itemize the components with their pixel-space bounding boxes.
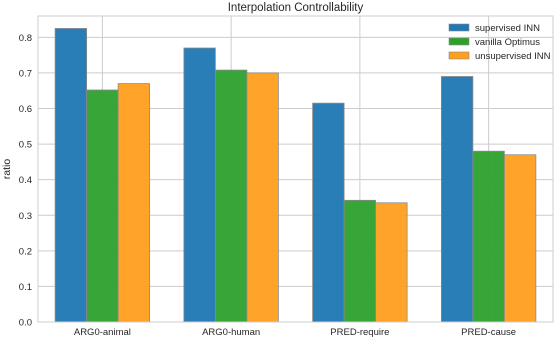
legend-label: vanilla Optimus xyxy=(475,37,540,48)
legend-label: unsupervised INN xyxy=(475,51,551,62)
bar xyxy=(86,89,119,323)
chart-title: Interpolation Controllability xyxy=(228,2,364,14)
y-tick-label: 0.8 xyxy=(19,33,32,44)
x-tick-label: PRED-require xyxy=(330,327,389,338)
x-tick-label: ARG0-human xyxy=(202,327,260,338)
bars xyxy=(54,28,537,323)
x-tick-labels: ARG0-animal ARG0-human PRED-require PRED-ca… xyxy=(74,327,516,338)
y-tick-label: 0.6 xyxy=(19,104,32,115)
legend: supervised INN vanilla Optimus unsupervise… xyxy=(448,23,551,62)
y-tick-label: 0.3 xyxy=(19,211,32,222)
bar xyxy=(214,69,248,323)
plot-frame xyxy=(37,15,554,323)
y-tick-label: 0.4 xyxy=(19,175,32,186)
bar xyxy=(117,83,151,323)
y-tick-label: 0.0 xyxy=(19,318,32,329)
bar xyxy=(54,28,88,323)
y-axis-title: ratio xyxy=(1,159,13,180)
bar xyxy=(503,154,537,323)
legend-swatch xyxy=(448,51,470,60)
y-tick-label: 0.1 xyxy=(19,282,32,293)
bar xyxy=(343,199,377,323)
legend-swatch xyxy=(448,37,470,46)
bar xyxy=(472,150,505,323)
bar xyxy=(375,202,408,323)
bar xyxy=(246,72,279,323)
y-tick-labels: 0.0 0.1 0.2 0.3 0.4 0.5 0.6 0.7 0.8 xyxy=(19,33,32,329)
x-tick-label: ARG0-animal xyxy=(74,327,131,338)
bar xyxy=(440,76,474,323)
y-tick-label: 0.2 xyxy=(19,246,32,257)
x-tick-label: PRED-cause xyxy=(461,327,516,338)
legend-swatch xyxy=(448,23,470,32)
bar xyxy=(183,47,216,323)
legend-label: supervised INN xyxy=(475,23,540,34)
y-tick-label: 0.7 xyxy=(19,68,32,79)
bar xyxy=(312,102,345,323)
y-tick-label: 0.5 xyxy=(19,140,32,151)
